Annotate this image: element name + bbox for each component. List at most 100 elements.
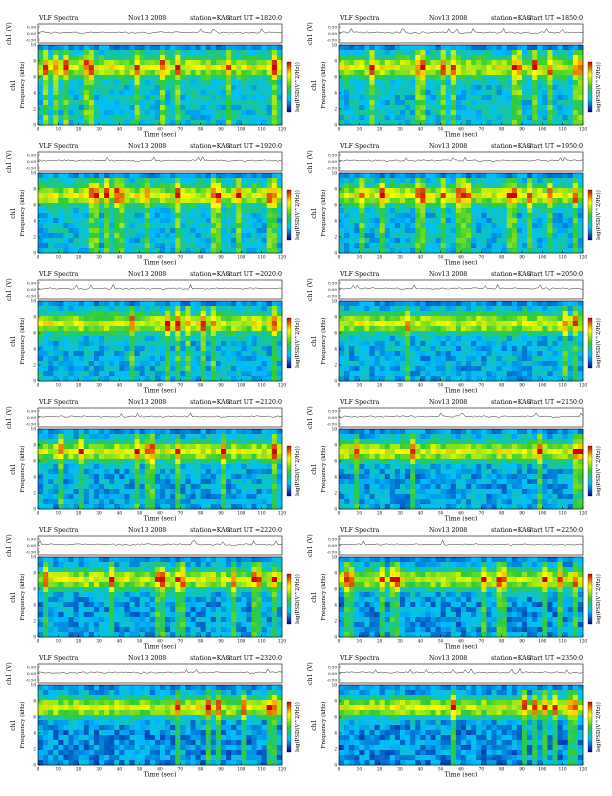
y-tick-label: 10 xyxy=(31,43,37,48)
x-tick-label: 120 xyxy=(579,255,587,260)
y-tick-label: 8 xyxy=(334,59,337,64)
wave-tick-label: 0.00 xyxy=(328,287,337,292)
panel-title: VLF Spectra xyxy=(38,271,79,278)
y-axis-label-ch1: ch1 xyxy=(10,463,17,474)
spectrogram-image xyxy=(339,301,583,381)
x-tick-label: 70 xyxy=(479,127,485,132)
colorbar-label: log(PSD(V^2/Hz)) xyxy=(595,574,602,624)
wave-axis-label: ch1 (V) xyxy=(307,406,314,429)
x-axis-label: Time (sec) xyxy=(445,388,478,395)
y-axis-label-ch1: ch1 xyxy=(311,335,318,346)
x-tick-label: 50 xyxy=(438,639,444,644)
spectrogram-image xyxy=(38,429,282,509)
x-tick-label: 100 xyxy=(237,639,245,644)
x-tick-label: 70 xyxy=(178,127,184,132)
colorbar-label: log(PSD(V^2/Hz)) xyxy=(294,62,301,112)
x-tick-label: 120 xyxy=(278,383,286,388)
x-tick-label: 0 xyxy=(338,767,341,772)
panel-start-ut: start UT =1850:0 xyxy=(528,15,583,22)
y-axis-label-ch1: ch1 xyxy=(10,335,17,346)
x-axis-label: Time (sec) xyxy=(445,132,478,139)
colorbar xyxy=(588,574,592,624)
x-tick-label: 30 xyxy=(397,127,403,132)
wave-tick-label: 0.50 xyxy=(27,537,36,542)
x-tick-label: 30 xyxy=(397,767,403,772)
x-tick-label: 110 xyxy=(559,127,567,132)
y-axis-label-ch1: ch1 xyxy=(311,591,318,602)
y-tick-label: 6 xyxy=(334,203,337,208)
x-tick-label: 20 xyxy=(76,511,82,516)
panel-start-ut: start UT =2250:0 xyxy=(528,527,583,534)
y-axis-label: Frequency (kHz) xyxy=(19,318,26,365)
x-tick-label: 70 xyxy=(479,383,485,388)
wave-tick-label: 0.00 xyxy=(27,159,36,164)
colorbar xyxy=(588,446,592,496)
x-tick-label: 10 xyxy=(56,511,62,516)
y-tick-label: 2 xyxy=(33,235,36,240)
colorbar xyxy=(287,62,291,112)
y-tick-label: 2 xyxy=(33,363,36,368)
y-tick-label: 10 xyxy=(31,299,37,304)
y-axis-label: Frequency (kHz) xyxy=(19,62,26,109)
x-tick-label: 110 xyxy=(559,511,567,516)
wave-tick-label: 0.50 xyxy=(27,281,36,286)
y-tick-label: 6 xyxy=(33,587,36,592)
y-tick-label: 6 xyxy=(33,203,36,208)
x-tick-label: 70 xyxy=(178,511,184,516)
y-tick-label: 6 xyxy=(334,75,337,80)
y-tick-label: 4 xyxy=(334,91,337,96)
waveform-frame xyxy=(38,536,282,555)
panel-title: VLF Spectra xyxy=(339,15,380,22)
spectrogram-image xyxy=(339,685,583,765)
x-tick-label: 110 xyxy=(258,127,266,132)
y-tick-label: 2 xyxy=(33,619,36,624)
panel-date: Nov13 2008 xyxy=(128,655,166,662)
x-tick-label: 30 xyxy=(96,767,102,772)
y-tick-label: 10 xyxy=(332,427,338,432)
x-tick-label: 0 xyxy=(338,383,341,388)
y-tick-label: 10 xyxy=(332,683,338,688)
x-tick-label: 50 xyxy=(137,255,143,260)
x-tick-label: 70 xyxy=(479,511,485,516)
x-tick-label: 110 xyxy=(559,639,567,644)
x-tick-label: 120 xyxy=(579,127,587,132)
wave-tick-label: 0.00 xyxy=(328,415,337,420)
x-tick-label: 90 xyxy=(218,767,224,772)
y-tick-label: 4 xyxy=(334,603,337,608)
x-tick-label: 100 xyxy=(538,383,546,388)
x-tick-label: 0 xyxy=(37,511,40,516)
y-axis-label: Frequency (kHz) xyxy=(320,702,327,749)
y-axis-label-ch1: ch1 xyxy=(311,719,318,730)
x-axis-label: Time (sec) xyxy=(144,260,177,267)
y-tick-label: 10 xyxy=(31,427,37,432)
y-axis-label-ch1: ch1 xyxy=(10,79,17,90)
y-tick-label: 8 xyxy=(334,699,337,704)
x-tick-label: 100 xyxy=(538,639,546,644)
y-tick-label: 4 xyxy=(33,347,36,352)
x-tick-label: 100 xyxy=(538,255,546,260)
x-tick-label: 30 xyxy=(96,255,102,260)
wave-tick-label: 0.00 xyxy=(27,287,36,292)
spectrogram-image xyxy=(339,45,583,125)
y-tick-label: 4 xyxy=(33,219,36,224)
y-tick-label: 8 xyxy=(33,571,36,576)
x-tick-label: 80 xyxy=(198,639,204,644)
x-tick-label: 120 xyxy=(278,127,286,132)
y-tick-label: 6 xyxy=(33,715,36,720)
y-tick-label: 6 xyxy=(33,75,36,80)
y-tick-label: 8 xyxy=(334,315,337,320)
panel-date: Nov13 2008 xyxy=(429,143,467,150)
y-tick-label: 8 xyxy=(33,699,36,704)
wave-tick-label: 0.00 xyxy=(27,671,36,676)
y-tick-label: 10 xyxy=(332,555,338,560)
x-tick-label: 30 xyxy=(96,511,102,516)
panel-date: Nov13 2008 xyxy=(128,143,166,150)
x-axis-label: Time (sec) xyxy=(445,516,478,523)
y-tick-label: 4 xyxy=(334,475,337,480)
x-tick-label: 30 xyxy=(397,255,403,260)
y-tick-label: 6 xyxy=(33,459,36,464)
x-tick-label: 50 xyxy=(137,127,143,132)
y-tick-label: 2 xyxy=(334,491,337,496)
x-tick-label: 100 xyxy=(538,511,546,516)
